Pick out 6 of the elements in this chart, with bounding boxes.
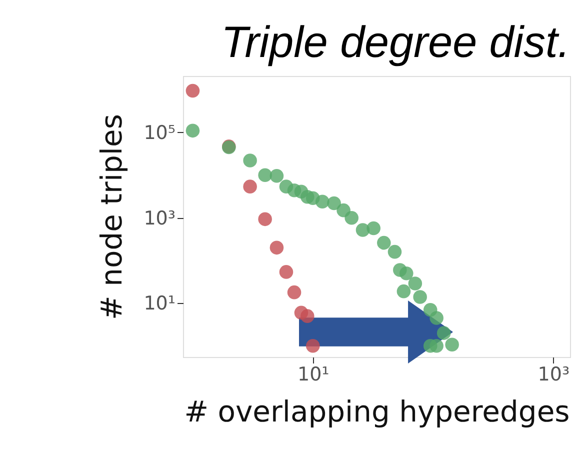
x-axis-title: # overlapping hyperedges [184, 394, 570, 428]
y-tick-label: 10³ [144, 207, 176, 230]
chart-title: Triple degree dist. [221, 18, 570, 67]
y-tick-label: 10¹ [144, 292, 176, 315]
y-axis-title: # node triples [94, 114, 129, 320]
y-tick-label: 10⁵ [144, 122, 176, 144]
